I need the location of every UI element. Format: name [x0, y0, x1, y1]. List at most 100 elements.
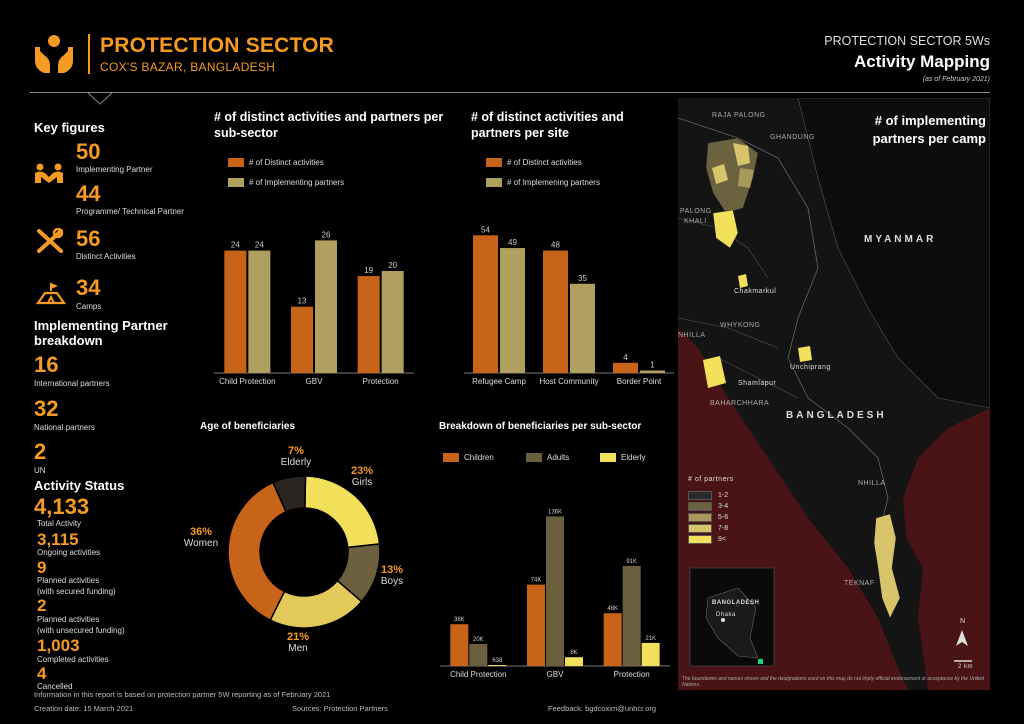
- activity-status-title: Activity Status: [34, 478, 125, 493]
- as-value-total: 4,133: [34, 494, 90, 519]
- bar--of-implementing-partners: [381, 271, 404, 373]
- category-label: Child Protection: [450, 670, 506, 679]
- bar--of-distinct-activities: [224, 250, 247, 373]
- sector-logo: [32, 33, 76, 75]
- chart2-bar-chart: 54 49 Refugee Camp 48 35 Host Community 4 1 Bord…: [464, 225, 674, 386]
- as-label-planned-secured: Planned activities: [37, 576, 100, 585]
- kf-value-camps: 34: [76, 275, 101, 300]
- bar--of-distinct-activities: [291, 306, 313, 373]
- map-legend-item: 1-2: [688, 491, 734, 500]
- as-value-planned-secured: 9: [37, 558, 47, 577]
- ip-label-international: International partners: [34, 379, 110, 388]
- category-label: Protection: [614, 670, 650, 679]
- map-label-chakmarkul: Chakmarkul: [734, 288, 777, 295]
- bar-value-label: 4: [623, 353, 628, 362]
- map-label-nhilla-top: NHILLA: [678, 332, 706, 339]
- category-label: GBV: [547, 670, 565, 679]
- header-divider: [88, 34, 90, 74]
- as-label-completed: Completed activities: [37, 655, 109, 664]
- map-label-teknaf: TEKNAF: [844, 580, 875, 587]
- kf-label-camps: Camps: [76, 302, 102, 311]
- key-figures-title: Key figures: [34, 120, 105, 135]
- as-value-completed: 1,003: [37, 636, 80, 655]
- category-label: Protection: [363, 377, 399, 386]
- ip-value-un: 2: [34, 439, 47, 464]
- pct-girls: 23%: [350, 465, 374, 477]
- map-legend-swatch: [688, 513, 712, 522]
- kf-value-implementing: 50: [76, 139, 101, 164]
- map-legend-swatch: [688, 524, 712, 533]
- footer-sources: Sources: Protection Partners: [292, 704, 388, 713]
- bar-value-label: 1: [650, 360, 655, 369]
- map-label-rajapalong: RAJA PALONG: [712, 112, 766, 119]
- bar--of-distinct-activities: [543, 250, 568, 373]
- map-label-baharchhara: BAHARCHHARA: [710, 400, 770, 407]
- footer-creation: Creation date: 15 March 2021: [34, 704, 134, 713]
- page-subtitle: COX'S BAZAR, BANGLADESH: [100, 60, 276, 74]
- bar-value-label: 8K: [570, 650, 577, 656]
- donut-slice-elderly: [272, 475, 307, 513]
- chart4-legend-children: Children: [443, 453, 494, 462]
- ip-label-national: National partners: [34, 423, 95, 432]
- kf-value-programme: 44: [76, 181, 101, 206]
- donut-label-men: 21% Men: [280, 631, 316, 654]
- map-shapes: [678, 98, 990, 690]
- map-title-1: # of implementing: [874, 113, 986, 128]
- bar-value-label: 26: [322, 230, 331, 239]
- legend-label: # of Implemening partners: [507, 178, 600, 187]
- lbl-boys: Boys: [380, 576, 404, 587]
- bar-elderly: [565, 657, 583, 666]
- partners-icon: [34, 163, 64, 190]
- chart2-title-text: # of distinct activities and partners pe…: [471, 110, 624, 140]
- category-label: Child Protection: [219, 377, 275, 386]
- lbl-elderly: Elderly: [280, 457, 312, 468]
- category-label: Host Community: [539, 377, 598, 386]
- bar-elderly: [641, 642, 660, 666]
- as-label-ongoing: Ongoing activities: [37, 548, 101, 557]
- bar-value-label: 38K: [454, 617, 465, 623]
- legend-label: Adults: [547, 453, 570, 462]
- map-label-ghandung: GHANDUNG: [770, 134, 815, 141]
- map-label-myanmar: MYANMAR: [864, 234, 937, 245]
- footer-feedback[interactable]: Feedback: bgdcoxim@unhcr.org: [548, 704, 657, 713]
- bar--of-distinct-activities: [613, 362, 638, 373]
- bar-elderly: [488, 665, 507, 666]
- bar-value-label: 638: [492, 658, 503, 664]
- donut-slice-women: [227, 481, 288, 622]
- report-title: Activity Mapping: [853, 52, 990, 71]
- bar-value-label: 35: [578, 274, 587, 283]
- chart2-title: # of distinct activities and partners pe…: [471, 109, 661, 141]
- map-legend-swatch: [688, 502, 712, 511]
- pct-women: 36%: [189, 526, 213, 538]
- map-legend-label: 3-4: [718, 503, 729, 510]
- bar--of-implemening-partners: [640, 370, 665, 373]
- pct-elderly: 7%: [288, 445, 304, 457]
- as-value-planned-unsecured: 2: [37, 596, 47, 615]
- kf-label-implementing: Implementing Partner: [76, 165, 153, 174]
- chart1-legend-partners: # of Implementing partners: [228, 178, 344, 187]
- legend-label: # of Implementing partners: [249, 178, 345, 187]
- as-label2-planned-secured: (with secured funding): [37, 587, 116, 596]
- map-label-nhilla: NHILLA: [858, 480, 886, 487]
- pct-boys: 13%: [380, 564, 404, 576]
- category-label: Refugee Camp: [472, 377, 526, 386]
- bar-children: [527, 584, 545, 666]
- lbl-women: Women: [183, 538, 219, 549]
- chart4-title: Breakdown of beneficiaries per sub-secto…: [439, 421, 642, 432]
- bar--of-distinct-activities: [357, 276, 380, 373]
- bar--of-implementing-partners: [248, 250, 271, 373]
- hands-logo-icon: [35, 35, 73, 73]
- map-label-unchiprang: Unchiprang: [790, 364, 831, 371]
- map-legend-title: # of partners: [688, 476, 734, 483]
- ip-breakdown-title-2: breakdown: [34, 333, 103, 348]
- bar--of-implemening-partners: [500, 248, 525, 373]
- camp-map[interactable]: # of implementing partners per camp RAJA…: [678, 98, 990, 690]
- as-label-total: Total Activity: [37, 519, 82, 528]
- age-donut-chart: [227, 475, 381, 629]
- pct-men: 21%: [286, 631, 310, 643]
- camps-icon: [35, 281, 67, 310]
- map-disclaimer: The boundaries and names shown and the d…: [682, 676, 984, 688]
- footer-info: Information in this report is based on p…: [34, 690, 331, 699]
- category-label: GBV: [306, 377, 324, 386]
- inset-city-label: Dhaka: [716, 612, 736, 618]
